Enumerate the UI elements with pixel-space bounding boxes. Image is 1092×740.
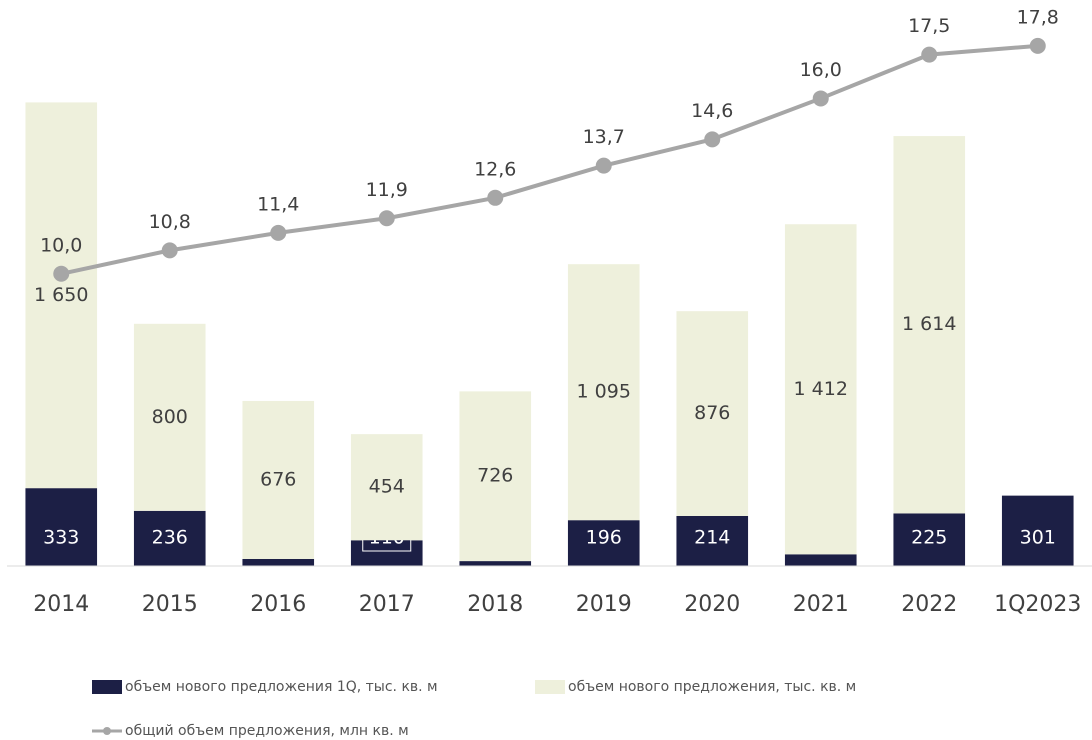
data-label: 11,9 <box>366 179 408 201</box>
line-marker <box>704 131 721 148</box>
x-tick-label: 1Q2023 <box>994 592 1081 617</box>
data-label: 196 <box>586 527 622 549</box>
bar-segment <box>133 510 206 566</box>
bar-segment <box>676 311 749 516</box>
data-label: 17,5 <box>908 15 950 37</box>
legend-label: объем нового предложения 1Q, тыс. кв. м <box>125 679 438 695</box>
data-label: 214 <box>694 527 730 549</box>
bar-segment <box>459 561 532 566</box>
data-label: 454 <box>369 476 405 498</box>
x-tick-label: 2017 <box>359 592 415 617</box>
x-tick-label: 2016 <box>250 592 306 617</box>
legend-swatch <box>92 680 122 694</box>
bar-segment <box>350 434 423 541</box>
x-tick-label: 2014 <box>33 592 89 617</box>
data-label: 301 <box>1020 527 1056 549</box>
line <box>60 43 1038 276</box>
data-label: 1 650 <box>34 284 88 306</box>
data-label: 10,0 <box>40 234 82 256</box>
x-tick-label: 2015 <box>142 592 198 617</box>
bar-segment <box>567 264 640 521</box>
bar-segment <box>784 554 857 566</box>
data-label: 12,6 <box>474 158 516 180</box>
bar-segment <box>893 513 966 566</box>
data-label: 676 <box>260 468 296 490</box>
legend-marker <box>103 727 111 735</box>
bar-segment <box>25 102 98 489</box>
bar-segment <box>893 136 966 514</box>
x-tick-label: 2020 <box>684 592 740 617</box>
line-marker <box>1029 37 1046 54</box>
bar-segment <box>242 400 315 559</box>
data-label: 1 412 <box>794 378 848 400</box>
data-label: 876 <box>694 402 730 424</box>
data-label: 225 <box>911 527 947 549</box>
data-label: 726 <box>477 465 513 487</box>
data-label: 13,7 <box>583 126 625 148</box>
x-tick-label: 2022 <box>901 592 957 617</box>
legend-swatch <box>535 680 565 694</box>
bar-segment <box>567 520 640 566</box>
data-label: 10,8 <box>149 211 191 233</box>
bar-segment <box>133 323 206 511</box>
bar-segment <box>784 224 857 555</box>
data-label: 333 <box>43 527 79 549</box>
x-tick-label: 2019 <box>576 592 632 617</box>
data-label: 800 <box>152 406 188 428</box>
data-label: 1 095 <box>577 381 631 403</box>
data-label: 11,4 <box>257 193 299 215</box>
line-marker <box>270 224 287 241</box>
data-label: 236 <box>152 527 188 549</box>
line-marker <box>921 46 938 63</box>
line-marker <box>595 157 612 174</box>
line-marker <box>812 90 829 107</box>
legend-label: объем нового предложения, тыс. кв. м <box>568 679 856 695</box>
line-marker <box>53 265 70 282</box>
data-label: 16,0 <box>800 59 842 81</box>
data-label: 14,6 <box>691 100 733 122</box>
line-marker <box>487 189 504 206</box>
bar-segment <box>676 515 749 566</box>
data-label: 17,8 <box>1017 6 1059 28</box>
bar-segment <box>242 558 315 566</box>
legend-label: общий объем предложения, млн кв. м <box>125 723 409 739</box>
bar-segment <box>459 391 532 562</box>
x-tick-label: 2018 <box>467 592 523 617</box>
line-marker <box>161 242 178 259</box>
bar-segment <box>1001 495 1074 566</box>
x-tick-label: 2021 <box>793 592 849 617</box>
line-marker <box>378 210 395 227</box>
data-label: 1 614 <box>902 313 956 335</box>
bar-segment <box>25 488 98 566</box>
